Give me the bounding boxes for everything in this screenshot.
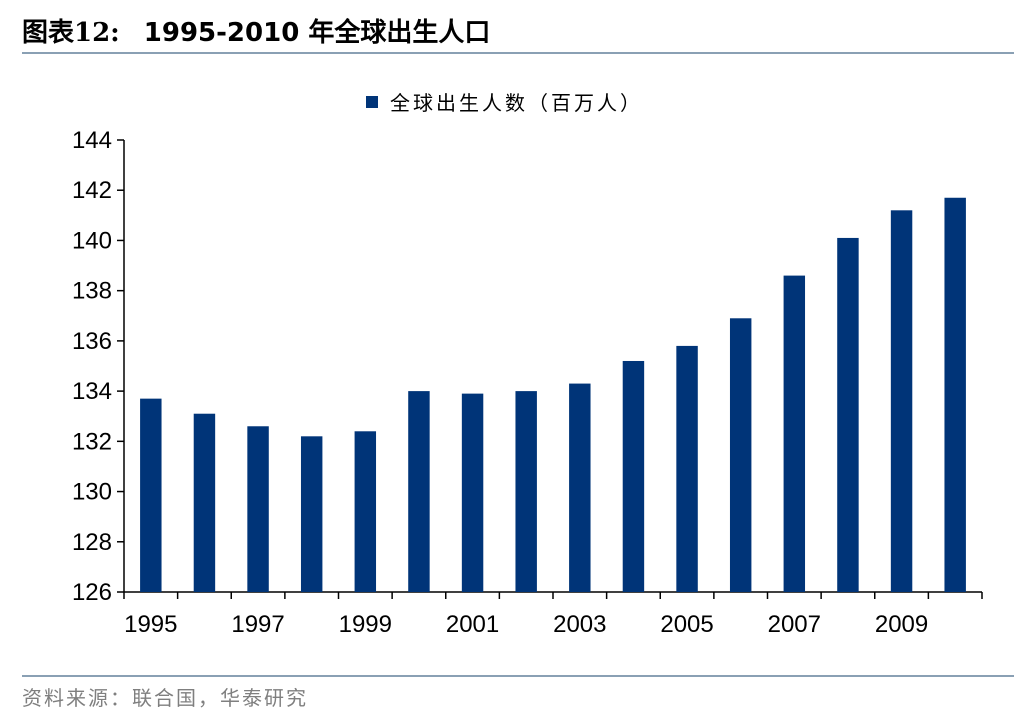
x-tick-label: 1995 xyxy=(124,611,177,638)
bar-2008 xyxy=(837,237,859,592)
y-tick-label: 144 xyxy=(72,127,112,154)
bar-2004 xyxy=(622,360,645,592)
x-tick-label: 2003 xyxy=(553,611,606,638)
bar-1996 xyxy=(193,413,216,592)
bar-1997 xyxy=(247,426,269,592)
legend-swatch xyxy=(366,96,378,108)
y-tick-label: 134 xyxy=(72,378,112,405)
bar-2000 xyxy=(408,391,430,592)
bar-1999 xyxy=(354,431,377,592)
bar-2003 xyxy=(569,383,591,592)
bar-2005 xyxy=(676,345,698,592)
x-tick-label: 1997 xyxy=(231,611,284,638)
header-rule xyxy=(22,52,1014,54)
x-axis: 1995 1997 1999 2001 2003 2005 2007 2009 xyxy=(123,591,983,638)
bar-2007 xyxy=(783,275,806,592)
y-tick-label: 138 xyxy=(72,278,112,305)
y-axis: 126 128 130 132 134 136 138 140 142 144 xyxy=(72,127,125,606)
x-tick-label: 2009 xyxy=(875,611,928,638)
legend: 全球出生人数（百万人） xyxy=(366,91,643,115)
x-tick-label: 1999 xyxy=(339,611,392,638)
footer-rule xyxy=(22,675,1014,677)
y-tick-label: 136 xyxy=(72,328,112,355)
chart-area: 全球出生人数（百万人） 126 128 130 132 134 136 138 140 142 1… xyxy=(0,60,1036,660)
y-tick-label: 140 xyxy=(72,227,112,254)
bar-1998 xyxy=(300,436,323,592)
figure-header: 图表12: 1995-2010 年全球出生人口 xyxy=(22,10,490,50)
source-note: 资料来源：联合国，华泰研究 xyxy=(22,686,308,710)
bars-group xyxy=(140,197,966,593)
bar-2002 xyxy=(515,391,537,592)
y-tick-label: 130 xyxy=(72,479,112,506)
y-tick-label: 128 xyxy=(72,529,112,556)
bar-chart: 全球出生人数（百万人） 1261281301321341361381401421… xyxy=(72,91,983,638)
bar-2009 xyxy=(890,210,913,593)
x-tick-label: 2007 xyxy=(768,611,821,638)
bar-1995 xyxy=(140,398,162,592)
y-tick-label: 126 xyxy=(72,579,112,606)
figure-label: 图表12: xyxy=(22,17,120,48)
legend-label: 全球出生人数（百万人） xyxy=(390,91,643,115)
figure-title: 1995-2010 年全球出生人口 xyxy=(143,17,491,48)
y-tick-label: 132 xyxy=(72,428,112,455)
bar-2010 xyxy=(944,197,966,592)
bar-2001 xyxy=(461,393,484,592)
x-tick-label: 2001 xyxy=(446,611,499,638)
bar-2006 xyxy=(729,318,752,592)
y-tick-label: 142 xyxy=(72,177,112,204)
x-tick-label: 2005 xyxy=(660,611,713,638)
